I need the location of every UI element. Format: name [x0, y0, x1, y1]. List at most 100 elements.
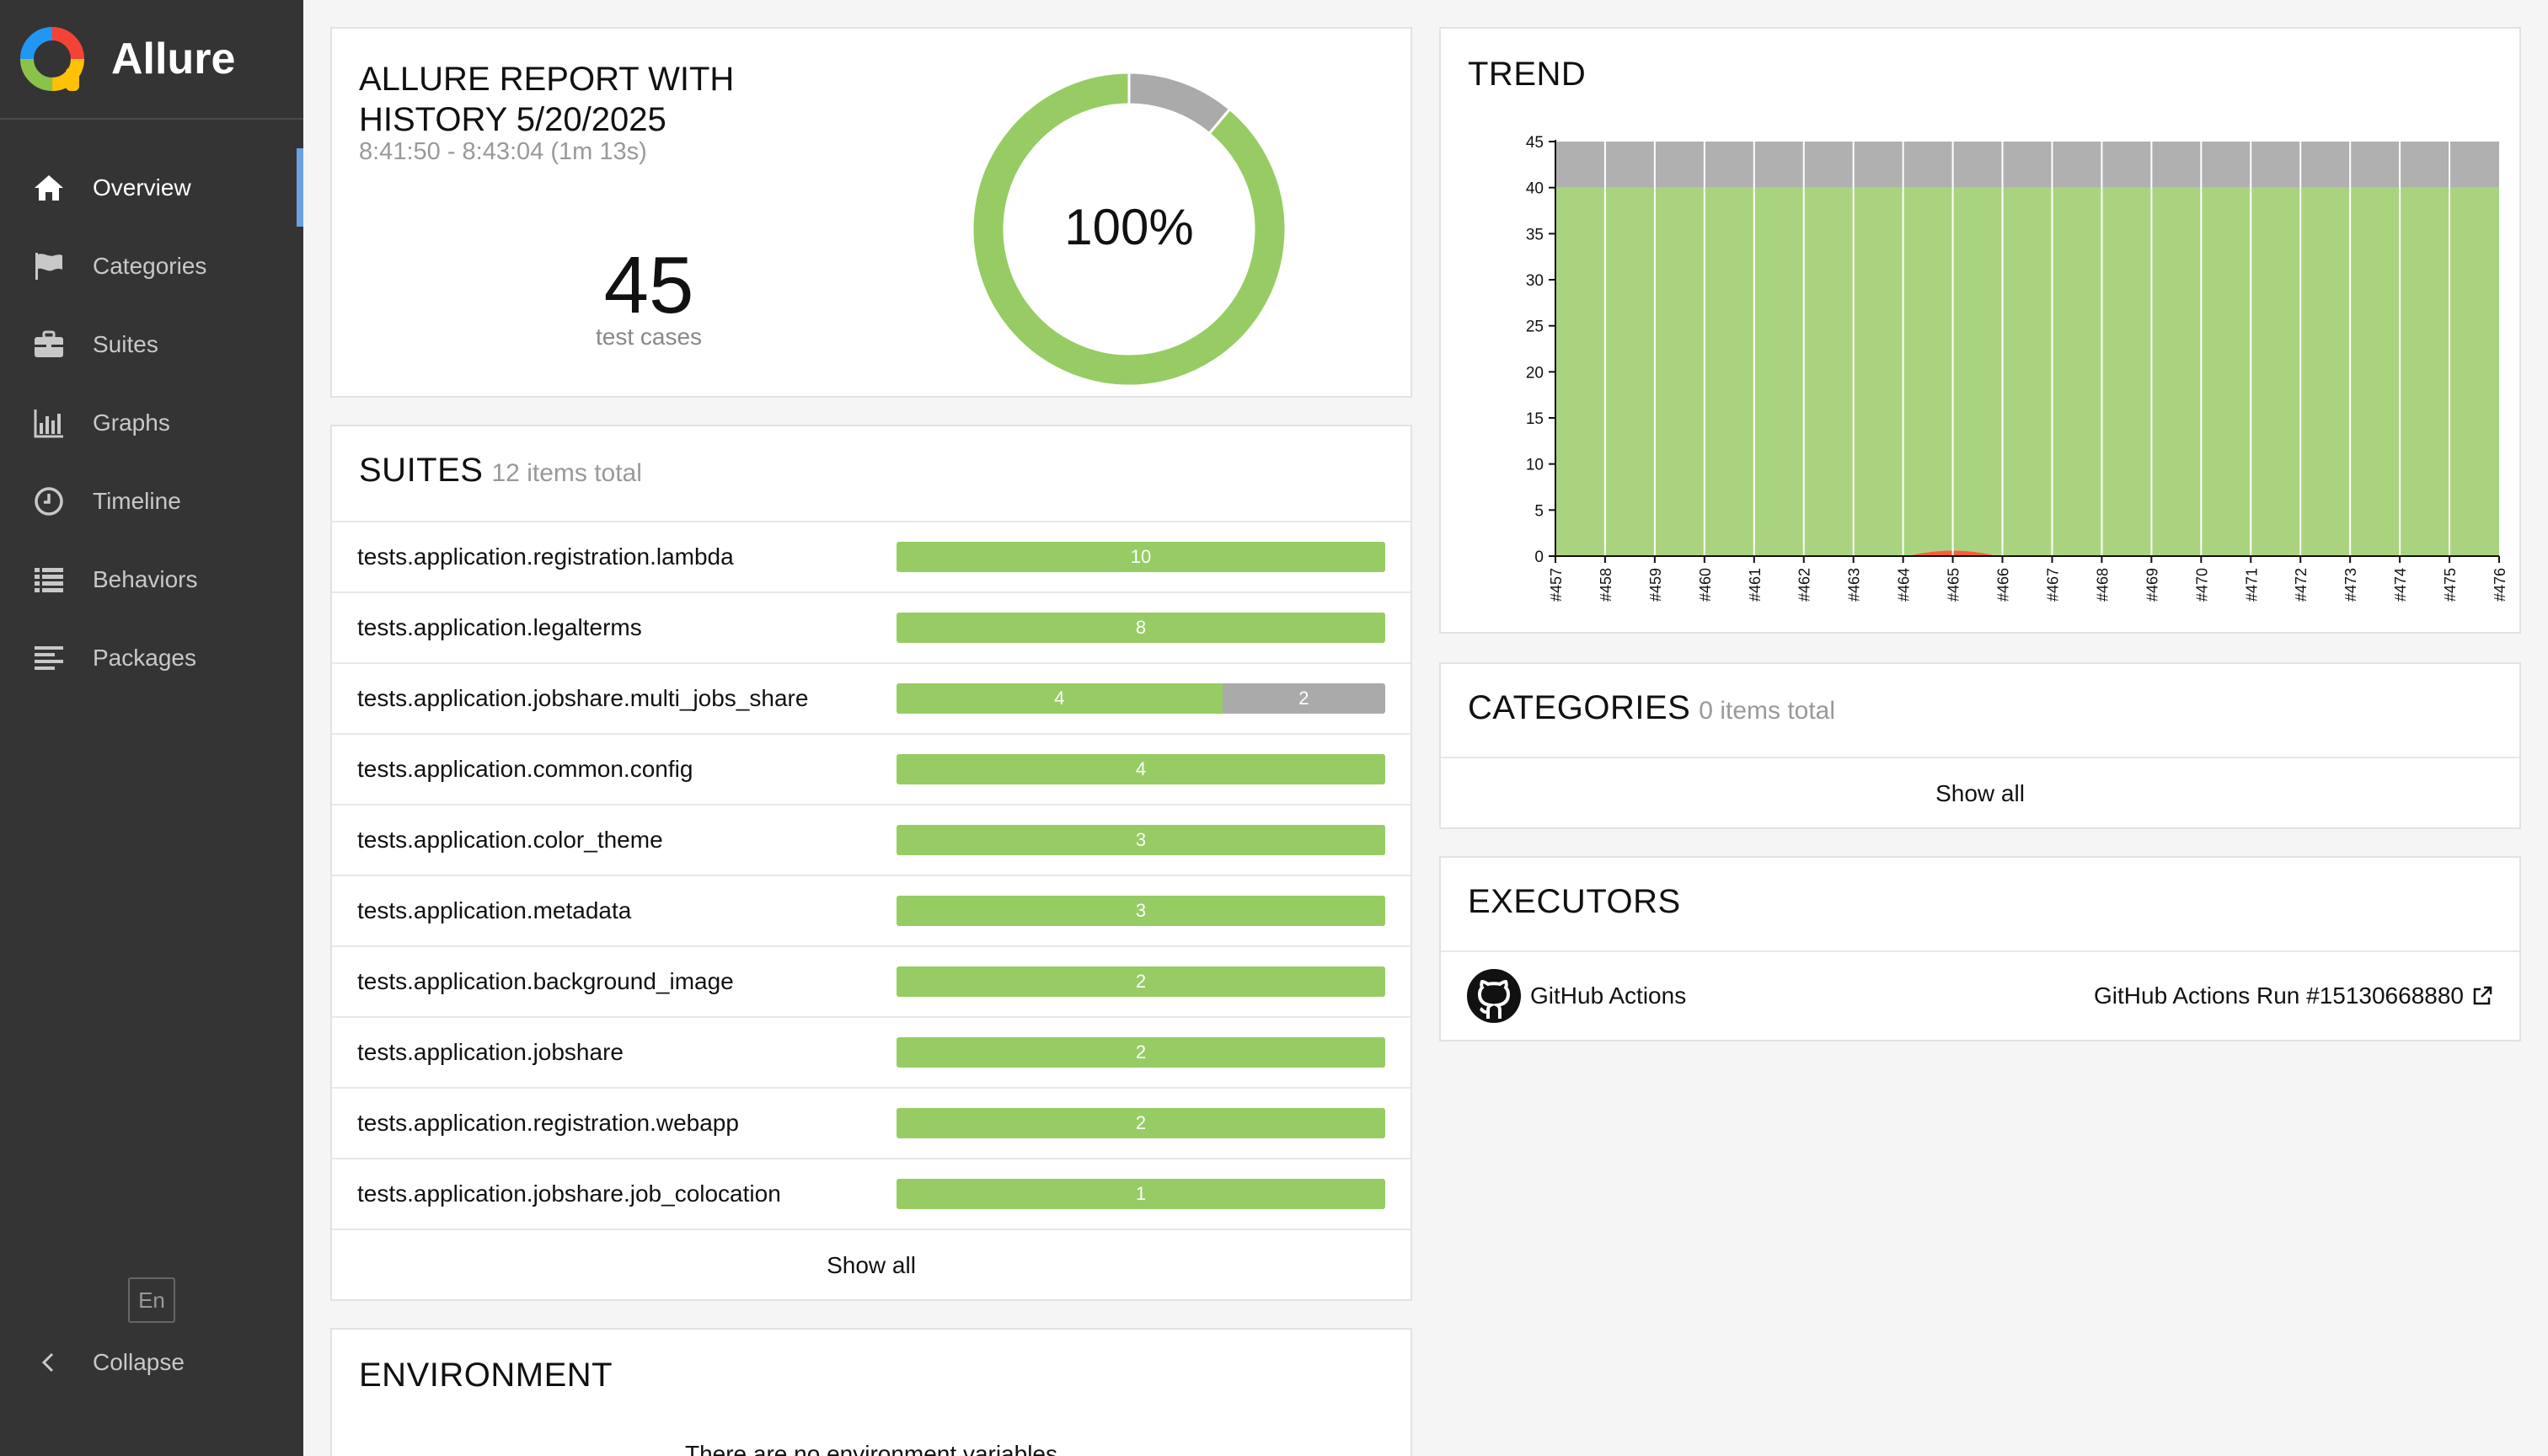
- suite-status-bar: 10: [897, 542, 1385, 572]
- trend-y-tick-label: 0: [1534, 549, 1544, 566]
- suites-subtitle: 12 items total: [491, 459, 642, 487]
- nav-item-packages[interactable]: Packages: [0, 618, 303, 697]
- categories-show-all-row: Show all: [1441, 757, 2519, 829]
- nav-item-overview[interactable]: Overview: [0, 148, 303, 227]
- trend-x-tick-label: #475: [2442, 568, 2459, 602]
- nav-item-categories[interactable]: Categories: [0, 227, 303, 305]
- nav-item-timeline[interactable]: Timeline: [0, 462, 303, 540]
- trend-x-tick-label: #458: [1598, 568, 1614, 602]
- trend-x-tick-label: #464: [1896, 568, 1913, 602]
- language-button[interactable]: En: [128, 1277, 175, 1323]
- suite-row[interactable]: tests.application.registration.lambda 10: [332, 522, 1410, 593]
- collapse-button[interactable]: Collapse: [30, 1341, 185, 1384]
- trend-y-tick-label: 5: [1534, 502, 1544, 520]
- suite-name: tests.application.background_image: [357, 968, 734, 994]
- suite-status-bar: 1: [897, 1179, 1385, 1209]
- chevron-left-icon: [30, 1344, 67, 1381]
- nav-item-label: Suites: [93, 330, 158, 357]
- trend-area-skipped: [1555, 142, 2499, 188]
- nav: Overview Categories Suites Graphs Timeli…: [0, 148, 303, 697]
- nav-item-label: Timeline: [93, 487, 181, 514]
- suite-name: tests.application.metadata: [357, 897, 632, 923]
- suite-row[interactable]: tests.application.registration.webapp 2: [332, 1089, 1410, 1159]
- suite-row[interactable]: tests.application.color_theme 3: [332, 806, 1410, 876]
- nav-item-graphs[interactable]: Graphs: [0, 383, 303, 462]
- test-count-label: test cases: [595, 324, 703, 350]
- suite-row[interactable]: tests.application.legalterms 8: [332, 593, 1410, 664]
- status-donut-chart[interactable]: 100%: [971, 71, 1287, 388]
- trend-y-tick-label: 10: [1526, 457, 1544, 474]
- external-link-icon: [2473, 986, 2492, 1005]
- suite-status-bar: 8: [897, 613, 1385, 643]
- suite-name: tests.application.jobshare: [357, 1039, 624, 1065]
- list-icon: [30, 561, 67, 598]
- summary-widget: ALLURE REPORT WITH HISTORY 5/20/2025 8:4…: [330, 27, 1412, 398]
- trend-x-tick-label: #460: [1697, 568, 1714, 602]
- trend-chart[interactable]: 0 5 10 15 20 25 30 35 40 45 #457 #458 #459 #460 #461 #4…: [1441, 29, 2519, 632]
- trend-widget: TREND 0 5 10 15 20 25 30 35 40 45 #457 #458 #459 #460…: [1439, 27, 2521, 634]
- environment-title: ENVIRONMENT: [359, 1357, 613, 1394]
- nav-item-behaviors[interactable]: Behaviors: [0, 540, 303, 618]
- github-icon: [1467, 969, 1521, 1023]
- executor-run-label: GitHub Actions Run #15130668880: [2094, 982, 2464, 1009]
- trend-x-tick-label: #471: [2243, 568, 2260, 602]
- trend-y-tick-label: 40: [1526, 180, 1544, 198]
- trend-y-tick-label: 35: [1526, 226, 1544, 244]
- trend-x-tick-label: #465: [1946, 568, 1962, 602]
- suite-row[interactable]: tests.application.common.config 4: [332, 735, 1410, 806]
- trend-x-tick-label: #470: [2193, 568, 2210, 602]
- nav-item-label: Categories: [93, 252, 207, 279]
- suites-show-all-link[interactable]: Show all: [827, 1252, 916, 1278]
- sidebar: Allure Overview Categories Suites Graphs: [0, 0, 303, 1456]
- categories-header: CATEGORIES 0 items total: [1468, 689, 1835, 727]
- nav-item-suites[interactable]: Suites: [0, 305, 303, 383]
- nav-item-label: Packages: [93, 644, 196, 671]
- brand[interactable]: Allure: [0, 0, 303, 120]
- executor-row: GitHub Actions GitHub Actions Run #15130…: [1441, 950, 2519, 1040]
- suite-name: tests.application.color_theme: [357, 827, 663, 853]
- suite-passed-segment: 1: [897, 1179, 1385, 1209]
- donut-skipped-segment[interactable]: [1127, 71, 1232, 136]
- home-icon: [30, 169, 67, 206]
- align-left-icon: [30, 640, 67, 677]
- suites-widget: SUITES 12 items total tests.application.…: [330, 425, 1412, 1301]
- report-time: 8:41:50 - 8:43:04 (1m 13s): [359, 138, 647, 165]
- report-title: ALLURE REPORT WITH HISTORY 5/20/2025: [359, 61, 735, 138]
- donut-passed-segment[interactable]: [971, 71, 1287, 388]
- trend-x-tick-label: #462: [1796, 568, 1813, 602]
- suite-row[interactable]: tests.application.background_image 2: [332, 947, 1410, 1018]
- categories-show-all-link[interactable]: Show all: [1935, 780, 2025, 806]
- allure-logo-icon: [20, 27, 84, 91]
- brand-name: Allure: [111, 35, 236, 83]
- executors-title: EXECUTORS: [1468, 883, 1681, 920]
- flag-icon: [30, 248, 67, 285]
- suite-row[interactable]: tests.application.jobshare.job_colocatio…: [332, 1159, 1410, 1230]
- suite-status-bar: 2: [897, 966, 1385, 997]
- nav-item-label: Overview: [93, 174, 191, 201]
- suite-status-bar: 2: [897, 1108, 1385, 1138]
- executor-run-link[interactable]: GitHub Actions Run #15130668880: [2094, 982, 2494, 1009]
- categories-title: CATEGORIES: [1468, 689, 1691, 726]
- suite-status-bar: 2: [897, 1037, 1385, 1068]
- trend-y-tick-label: 20: [1526, 364, 1544, 382]
- suite-name: tests.application.common.config: [357, 756, 693, 782]
- environment-message: There are no environment variables: [684, 1441, 1057, 1456]
- suites-header: SUITES 12 items total: [359, 452, 642, 490]
- trend-x-tick-label: #472: [2293, 568, 2310, 602]
- suite-passed-segment: 8: [897, 613, 1385, 643]
- suite-status-bar: 3: [897, 825, 1385, 855]
- suite-name: tests.application.jobshare.job_colocatio…: [357, 1180, 781, 1207]
- trend-y-tick-label: 45: [1526, 134, 1544, 152]
- suite-passed-segment: 3: [897, 825, 1385, 855]
- trend-y-tick-label: 25: [1526, 318, 1544, 336]
- collapse-label: Collapse: [93, 1349, 185, 1375]
- suites-title: SUITES: [359, 452, 484, 489]
- trend-x-tick-label: #457: [1548, 568, 1565, 602]
- suite-passed-segment: 2: [897, 1037, 1385, 1068]
- suite-row[interactable]: tests.application.jobshare 2: [332, 1018, 1410, 1089]
- suite-row[interactable]: tests.application.metadata 3: [332, 876, 1410, 947]
- trend-x-tick-label: #476: [2492, 568, 2508, 602]
- suite-status-bar: 4: [897, 754, 1385, 784]
- suite-row[interactable]: tests.application.jobshare.multi_jobs_sh…: [332, 664, 1410, 735]
